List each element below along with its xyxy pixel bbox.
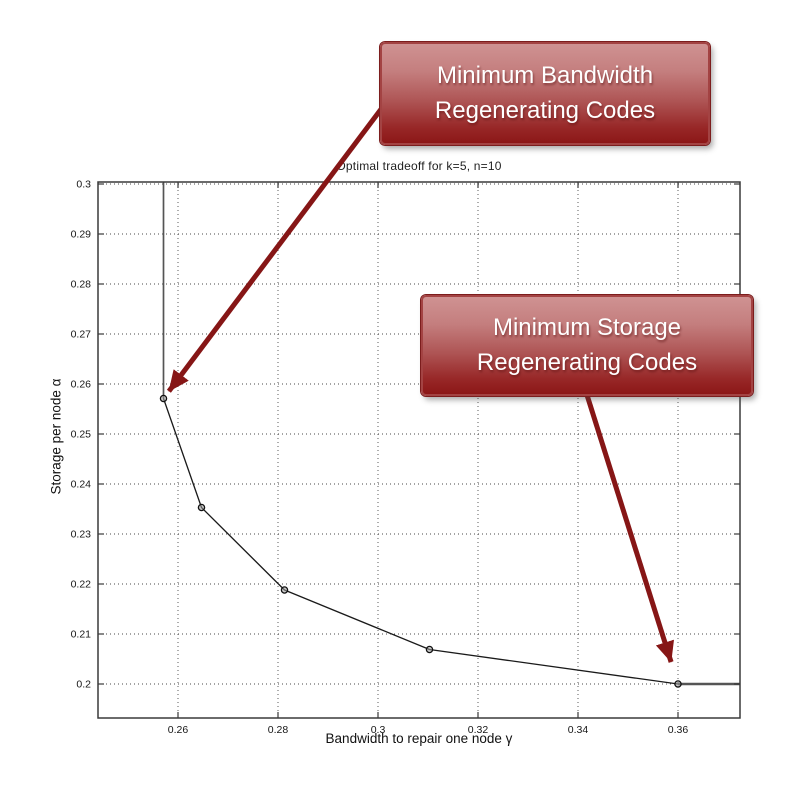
- y-axis-label: Storage per node α: [48, 378, 64, 495]
- callout-msr-line1: Minimum Storage: [492, 313, 682, 341]
- y-tick-label: 0.27: [71, 329, 92, 341]
- y-tick-label: 0.2: [76, 679, 91, 691]
- chart-title: Optimal tradeoff for k=5, n=10: [336, 159, 502, 173]
- data-point-marker: [280, 586, 289, 594]
- y-tick-label: 0.26: [71, 379, 92, 391]
- x-tick-label: 0.26: [168, 724, 189, 736]
- x-tick-label: 0.34: [568, 724, 589, 736]
- x-tick-label: 0.28: [268, 724, 289, 736]
- callout-mbr-line1: Minimum Bandwidth: [436, 61, 654, 89]
- y-tick-label: 0.25: [71, 429, 92, 441]
- callout-mbr-line2: Regenerating Codes: [434, 96, 656, 124]
- optimal-tradeoff-curve: [162, 398, 679, 685]
- callout-minimum-storage: Minimum Storage Regenerating Codes: [421, 295, 753, 396]
- data-point-marker: [197, 503, 206, 512]
- callout-msr-line2: Regenerating Codes: [476, 348, 698, 376]
- y-tick-label: 0.29: [71, 229, 92, 241]
- y-tick-label: 0.21: [71, 629, 92, 641]
- data-point-marker: [674, 680, 682, 688]
- y-tick-label: 0.3: [76, 179, 91, 191]
- y-tick-label: 0.22: [71, 579, 92, 591]
- x-axis-label: Bandwidth to repair one node γ: [325, 731, 513, 746]
- y-tick-label: 0.23: [71, 529, 92, 541]
- data-point-marker: [159, 394, 168, 403]
- x-tick-label: 0.32: [468, 724, 489, 736]
- y-tick-label: 0.24: [71, 479, 92, 491]
- data-point-marker: [425, 645, 434, 654]
- y-tick-label: 0.28: [71, 279, 92, 291]
- x-tick-label: 0.36: [668, 724, 689, 736]
- axes-box: [97, 181, 741, 719]
- callout-minimum-bandwidth: Minimum Bandwidth Regenerating Codes: [380, 42, 710, 145]
- x-tick-label: 0.3: [371, 724, 386, 736]
